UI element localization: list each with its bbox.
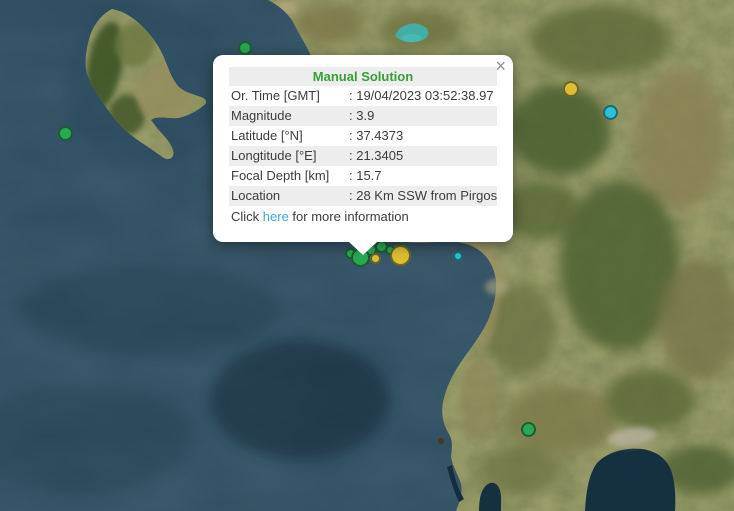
latitude-label: Latitude [°N] [231,128,303,143]
more-info-link[interactable]: here [262,209,289,224]
latitude-value: : 37.4373 [349,128,404,143]
longitude-value: : 21.3405 [349,148,404,163]
earthquake-marker-cyan[interactable] [453,251,463,261]
more-info-line: Click here for more information [229,206,497,228]
row-focal-depth: Focal Depth [km] : 15.7 [229,166,497,186]
row-magnitude: Magnitude : 3.9 [229,106,497,126]
earthquake-info-popup: × Manual Solution Or. Time [GMT] : 19/04… [213,55,513,255]
focal-depth-value: : 15.7 [349,168,382,183]
more-info-prefix: Click [231,209,263,224]
earthquake-marker-yellow[interactable] [563,81,579,97]
row-location: Location : 28 Km SSW from Pirgos [229,186,497,206]
location-value: : 28 Km SSW from Pirgos [349,188,498,203]
origin-time-label: Or. Time [GMT] [231,88,320,103]
water-features [395,23,676,511]
earthquake-marker-yellow[interactable] [389,244,411,266]
popup-title: Manual Solution [229,67,497,86]
earthquake-marker-green[interactable] [520,421,536,437]
earthquake-marker-cyan[interactable] [602,104,618,120]
magnitude-label: Magnitude [231,108,292,123]
earthquake-marker-green[interactable] [238,41,252,55]
magnitude-value: : 3.9 [349,108,375,123]
row-longitude: Longtitude [°E] : 21.3405 [229,146,497,166]
location-label: Location [231,188,281,203]
origin-time-value: : 19/04/2023 03:52:38.97 [349,88,494,103]
focal-depth-label: Focal Depth [km] [231,168,330,183]
more-info-suffix: for more information [288,209,409,224]
longitude-label: Longtitude [°E] [231,148,317,163]
earthquake-marker-green[interactable] [57,125,73,141]
row-origin-time: Or. Time [GMT] : 19/04/2023 03:52:38.97 [229,86,497,106]
row-latitude: Latitude [°N] : 37.4373 [229,126,497,146]
close-icon[interactable]: × [495,56,506,76]
popup-tail [349,242,377,255]
urban-patches [485,279,656,447]
